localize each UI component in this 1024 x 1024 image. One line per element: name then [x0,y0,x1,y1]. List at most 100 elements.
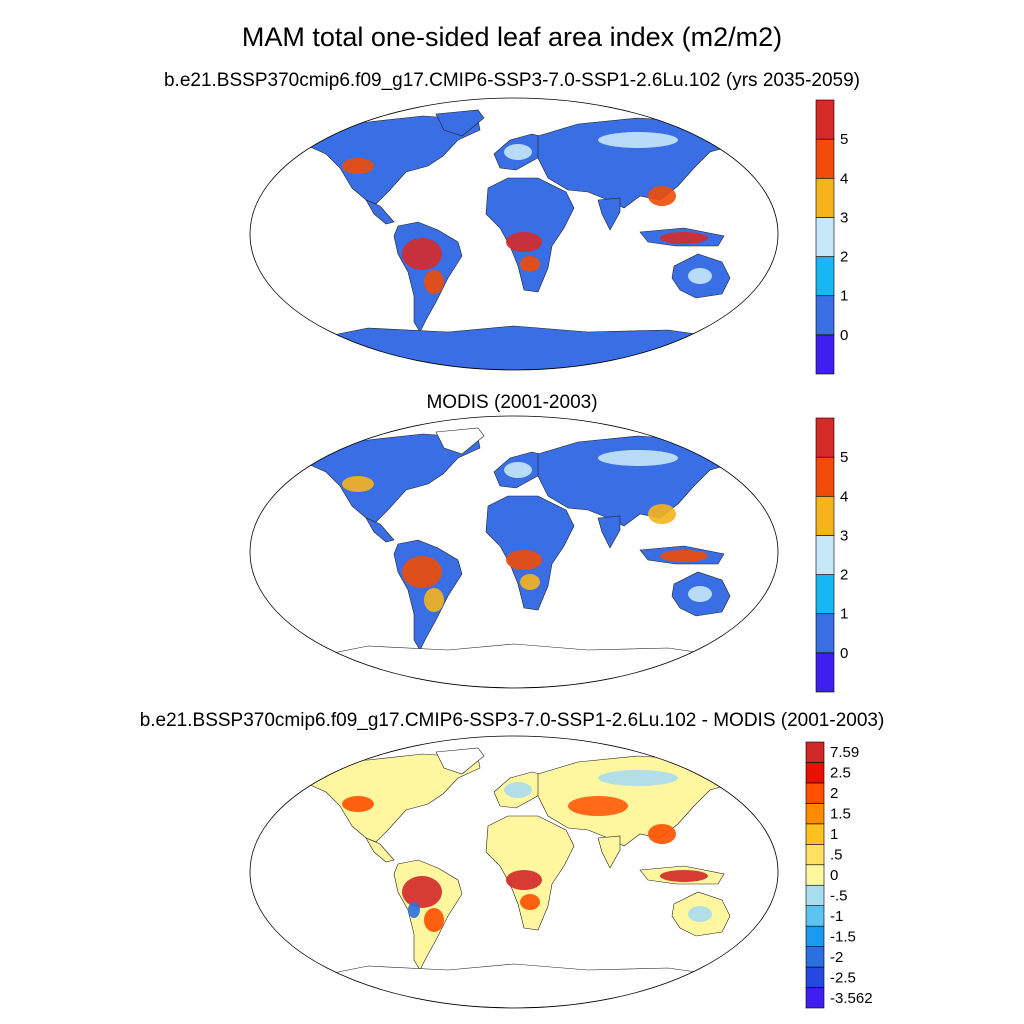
colorbar-tick-label: 2 [840,249,848,266]
boreal-patch [598,450,678,466]
colorbar-swatch [805,925,825,947]
north-america-patch [342,158,374,174]
colorbar-tick-label: -2.5 [830,969,856,986]
modis-colorbar: 0 1 2 3 4 5 [815,417,848,693]
south-africa-patch [520,894,540,910]
continent-india [597,197,621,231]
australia-patch [688,268,712,284]
colorbar-swatch [815,495,835,536]
continent-na [287,433,481,523]
colorbar-swatch [805,966,825,988]
colorbar-swatch [815,177,835,218]
colorbar-swatch [815,256,835,297]
colorbar-swatch [815,217,835,257]
continent-na [287,753,481,843]
indonesia-patch [660,550,708,562]
panel-1-subtitle: b.e21.BSSP370cmip6.f09_g17.CMIP6-SSP3-7.… [163,70,861,91]
colorbar-swatch [805,905,825,927]
colorbar-swatch [805,803,825,825]
congo-patch [506,550,542,570]
continent-greenland [435,109,485,137]
colorbar-tick-label: 0 [830,867,838,884]
colorbar-swatch [815,574,835,615]
negative-patch [408,902,420,918]
amazon-patch [402,876,442,908]
amazon-patch [402,238,442,270]
colorbar-tick-label: -2 [830,949,843,966]
colorbar-tick-label: 1 [840,606,848,623]
modis-lai-map [249,415,779,689]
south-africa-patch [520,574,540,590]
congo-patch [506,232,542,252]
australia-patch [688,586,712,602]
colorbar-tick-label: 3 [840,209,848,226]
model-colorbar: 0 1 2 3 4 5 [815,99,848,375]
colorbar-swatch [805,762,825,784]
colorbar-tick-label: 7.59 [830,744,859,761]
colorbar-swatch [815,295,835,336]
colorbar-swatch [815,613,835,654]
continent-ant [297,325,739,370]
colorbar-tick-label: -3.562 [830,990,873,1007]
colorbar-tick-label: 4 [840,488,848,505]
colorbar-swatch [815,652,835,693]
east-asia-patch [648,504,676,524]
colorbar-swatch [805,884,825,906]
colorbar-swatch [815,334,835,375]
colorbar-swatch [815,138,835,179]
model-lai-map [249,97,779,371]
south-brazil-patch [424,270,444,294]
central-asia-patch [568,796,628,816]
colorbar-swatch [805,823,825,845]
boreal-patch [598,132,678,148]
south-brazil-patch [424,588,444,612]
east-asia-patch [648,186,676,206]
north-america-patch [342,796,374,812]
colorbar-swatch [805,946,825,968]
colorbar-swatch [805,844,825,866]
difference-map [249,735,779,1009]
colorbar-tick-label: 4 [840,170,848,187]
south-africa-patch [520,256,540,272]
amazon-patch [402,556,442,588]
colorbar-tick-label: -1.5 [830,928,856,945]
continent-ant [297,643,739,688]
south-brazil-patch [424,908,444,932]
congo-patch [506,870,542,890]
difference-colorbar: -3.562 -2.5 -2 -1.5 -1 -.5 0 .5 1 1.5 2 2.5 7.59 [805,741,873,1009]
indonesia-patch [660,870,708,882]
continent-greenland [435,747,485,775]
continent-ant [297,963,739,1008]
colorbar-tick-label: -.5 [830,887,848,904]
colorbar-swatch [815,99,835,140]
boreal-patch [598,770,678,786]
europe-patch [504,782,532,798]
map-frame [249,97,779,371]
colorbar-tick-label: 0 [840,327,848,344]
colorbar-swatch [815,456,835,497]
continent-india [597,515,621,549]
continent-na [287,115,481,205]
continent-ca [365,837,395,863]
colorbar-swatch [805,741,825,763]
indonesia-patch [660,232,708,244]
panel-3-subtitle: b.e21.BSSP370cmip6.f09_g17.CMIP6-SSP3-7.… [139,710,885,731]
colorbar-tick-label: 3 [840,527,848,544]
europe-patch [504,144,532,160]
colorbar-tick-label: 1 [840,288,848,305]
colorbar-swatch [805,782,825,804]
continent-ca [365,199,395,225]
map-frame [249,735,779,1009]
colorbar-swatch [815,417,835,458]
colorbar-tick-label: 2.5 [830,765,851,782]
continent-india [597,835,621,869]
colorbar-tick-label: 2 [840,567,848,584]
panel-2-subtitle: MODIS (2001-2003) [426,392,598,413]
colorbar-swatch [815,535,835,575]
north-america-patch [342,476,374,492]
continent-greenland [435,427,485,455]
colorbar-tick-label: 1.5 [830,806,851,823]
colorbar-swatch [805,987,825,1009]
colorbar-tick-label: 2 [830,785,838,802]
east-asia-patch [648,824,676,844]
